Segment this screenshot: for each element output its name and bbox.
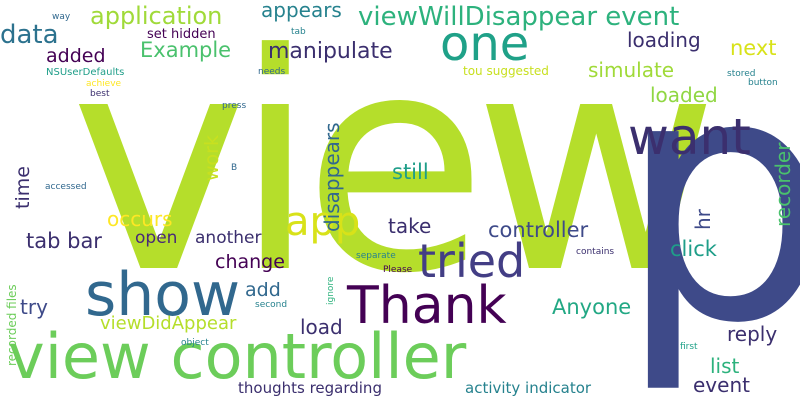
word: add xyxy=(245,279,281,301)
word: second xyxy=(255,300,288,310)
word: best xyxy=(90,89,110,99)
word: app xyxy=(285,199,361,245)
word: tab bar xyxy=(26,229,102,253)
word: occurs xyxy=(107,207,173,231)
word: work xyxy=(201,135,223,181)
word: needs xyxy=(258,67,286,77)
word: next xyxy=(730,36,777,60)
word: try xyxy=(20,295,48,319)
word: contains xyxy=(576,247,615,257)
word: separate xyxy=(356,251,396,261)
word: tab xyxy=(291,27,306,37)
word: one xyxy=(440,16,530,72)
word: loading xyxy=(627,28,701,52)
word: first xyxy=(680,342,698,352)
word: set hidden xyxy=(147,27,216,42)
word: p xyxy=(617,2,800,398)
word: open xyxy=(135,228,178,248)
word: added xyxy=(46,45,106,67)
word: change xyxy=(215,251,285,273)
word: Anyone xyxy=(552,295,632,319)
word: click xyxy=(670,237,717,261)
word: take xyxy=(388,214,432,238)
word: activity indicator xyxy=(465,379,592,397)
word: press xyxy=(222,101,247,111)
word: controller xyxy=(488,218,589,242)
word: another xyxy=(195,228,262,248)
word: view controller xyxy=(8,320,467,393)
word: ignore xyxy=(326,276,336,305)
word: recorder xyxy=(771,142,795,227)
word: event xyxy=(693,373,750,397)
word: show xyxy=(85,260,241,330)
word: Please xyxy=(383,265,413,275)
word: load xyxy=(300,315,343,339)
word: thoughts regarding xyxy=(238,379,382,397)
word: Thank xyxy=(347,276,507,336)
word: application xyxy=(90,2,223,30)
word: NSUserDefaults xyxy=(46,67,125,78)
word: way xyxy=(52,12,71,22)
word: reply xyxy=(727,322,778,346)
word: still xyxy=(392,160,429,184)
word: button xyxy=(748,78,778,88)
word: manipulate xyxy=(268,39,393,64)
word: hr xyxy=(691,209,715,230)
word: disappears xyxy=(320,122,344,232)
word: simulate xyxy=(588,58,675,82)
word: stored xyxy=(727,69,756,79)
word: viewDidAppear xyxy=(100,313,237,334)
word: want xyxy=(628,108,751,166)
word: object xyxy=(181,338,209,348)
word: list xyxy=(710,354,740,378)
word: loaded xyxy=(650,83,718,107)
word: data xyxy=(0,20,59,50)
word: view xyxy=(70,0,719,339)
word: appears xyxy=(261,0,342,22)
word: recorded files xyxy=(5,284,19,366)
word: Example xyxy=(140,38,232,62)
word: accessed xyxy=(45,182,87,192)
word: tried xyxy=(418,234,526,288)
word: viewWillDisappear event xyxy=(358,2,680,32)
word: achieve xyxy=(86,79,122,89)
word: B xyxy=(231,163,238,173)
word: tou suggested xyxy=(463,64,549,78)
word: time xyxy=(12,166,34,209)
